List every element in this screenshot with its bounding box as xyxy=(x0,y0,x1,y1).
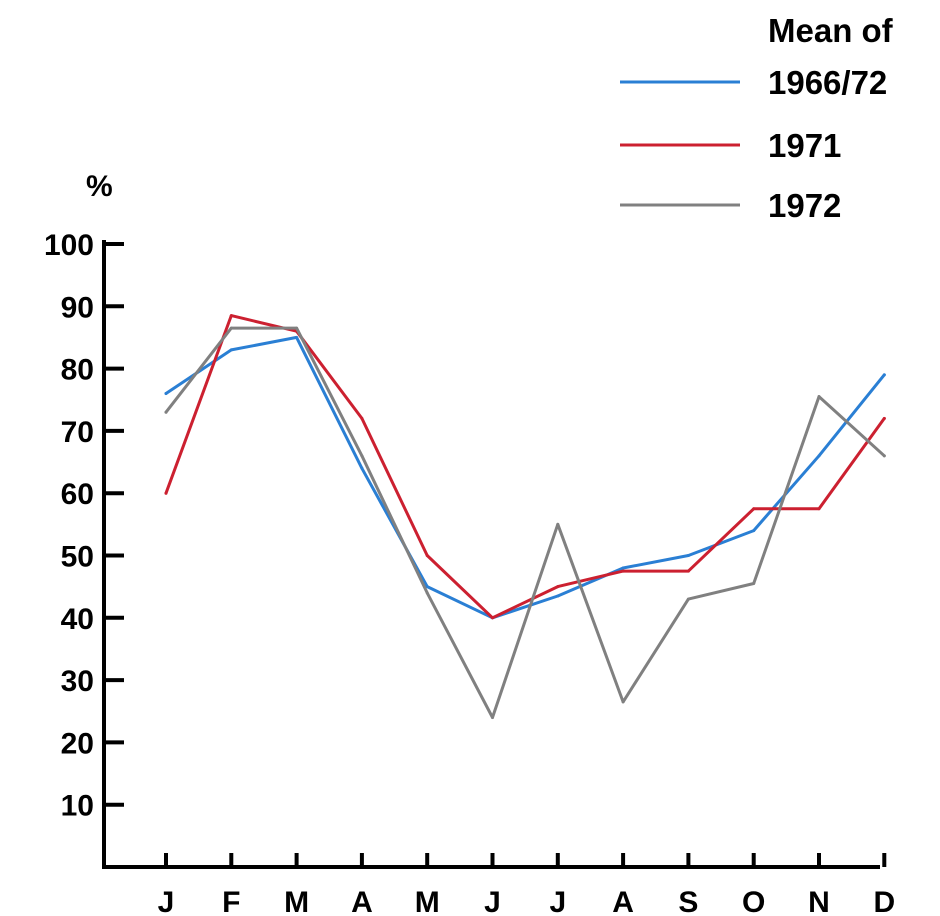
series-line-1966-72 xyxy=(164,335,886,620)
legend-label-1972: 1972 xyxy=(768,187,841,224)
data-point-1966-72 xyxy=(164,392,168,396)
y-tick-label: 20 xyxy=(61,727,94,760)
data-point-1971 xyxy=(621,569,625,573)
data-point-1972 xyxy=(752,582,756,586)
x-tick-label: A xyxy=(351,886,373,916)
data-point-1972 xyxy=(817,395,821,399)
x-tick-label: M xyxy=(415,886,440,916)
y-tick-label: 100 xyxy=(44,229,94,262)
y-tick-label: 70 xyxy=(61,416,94,449)
data-point-1972 xyxy=(229,326,233,330)
x-tick-label: J xyxy=(549,886,566,916)
y-tick-label: 50 xyxy=(61,541,94,574)
y-tick-label: 40 xyxy=(61,603,94,636)
data-point-1972 xyxy=(556,522,560,526)
data-point-1972 xyxy=(295,326,299,330)
data-point-1971 xyxy=(882,416,886,420)
x-tick-label: F xyxy=(222,886,240,916)
data-point-1972 xyxy=(686,597,690,601)
y-tick-label: 30 xyxy=(61,665,94,698)
y-axis-unit-label: % xyxy=(86,170,113,203)
data-point-1966-72 xyxy=(425,585,429,589)
data-point-1966-72 xyxy=(882,373,886,377)
data-point-1972 xyxy=(360,454,364,458)
data-point-1966-72 xyxy=(229,348,233,352)
series-layer xyxy=(164,314,886,719)
data-point-1971 xyxy=(752,507,756,511)
legend: Mean of 1966/72 1971 1972 xyxy=(620,12,894,224)
data-point-1966-72 xyxy=(556,594,560,598)
y-tick-label: 90 xyxy=(61,291,94,324)
data-point-1972 xyxy=(621,700,625,704)
data-point-1971 xyxy=(686,569,690,573)
x-tick-label: M xyxy=(284,886,309,916)
data-point-1972 xyxy=(882,454,886,458)
y-tick-label: 80 xyxy=(61,354,94,387)
data-point-1971 xyxy=(491,616,494,620)
data-point-1972 xyxy=(491,715,494,719)
y-tick-label: 60 xyxy=(61,478,94,511)
data-point-1971 xyxy=(164,491,168,495)
x-tick-label: N xyxy=(808,886,830,916)
data-point-1966-72 xyxy=(817,454,821,458)
series-line-1971 xyxy=(164,314,886,620)
data-point-1966-72 xyxy=(686,554,690,557)
data-point-1972 xyxy=(425,591,429,595)
data-point-1971 xyxy=(425,554,429,557)
x-tick-label: S xyxy=(678,886,698,916)
legend-label-1971: 1971 xyxy=(768,127,841,164)
y-tick-label: 10 xyxy=(61,790,94,823)
legend-title: Mean of xyxy=(768,12,894,49)
data-point-1966-72 xyxy=(360,466,364,470)
x-tick-label: D xyxy=(873,886,895,916)
legend-label-1966-72: 1966/72 xyxy=(768,64,887,101)
data-point-1966-72 xyxy=(295,335,299,339)
x-tick-label: O xyxy=(742,886,765,916)
x-tick-label: J xyxy=(484,886,501,916)
data-point-1971 xyxy=(229,314,233,318)
data-point-1972 xyxy=(164,410,168,414)
data-point-1971 xyxy=(556,585,560,589)
data-point-1966-72 xyxy=(621,566,625,570)
series-line-1972 xyxy=(164,326,886,719)
data-point-1971 xyxy=(817,507,821,511)
x-tick-label: A xyxy=(612,886,634,916)
axes: 10 20 30 40 50 60 70 80 90 100 J F M A M J J A S O N D xyxy=(44,229,895,916)
x-tick-label: J xyxy=(158,886,175,916)
data-point-1971 xyxy=(360,416,364,420)
data-point-1966-72 xyxy=(752,529,756,533)
